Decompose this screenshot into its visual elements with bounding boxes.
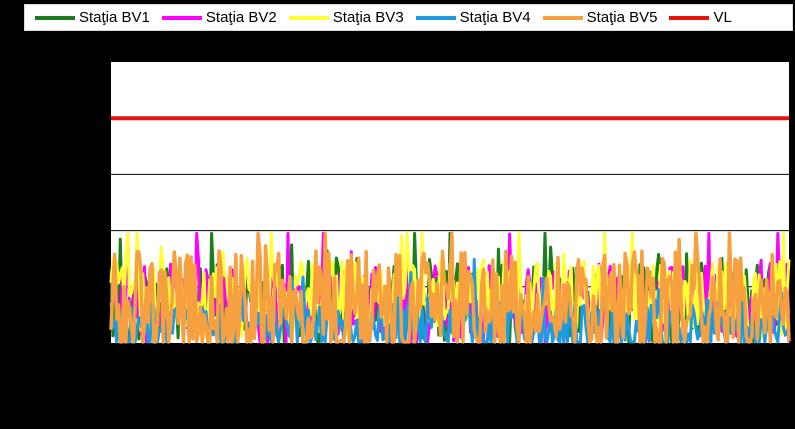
legend-item-bv3: Staţia BV3 (288, 9, 404, 26)
legend-swatch-vl (669, 15, 710, 20)
legend-label-bv4: Staţia BV4 (459, 9, 531, 26)
legend-item-bv4: Staţia BV4 (415, 9, 531, 26)
legend-label-bv1: Staţia BV1 (79, 9, 150, 26)
legend-item-bv1: Staţia BV1 (35, 9, 150, 26)
legend-swatch-bv5 (542, 15, 583, 20)
legend-label-vl: VL (713, 9, 732, 26)
legend-label-bv3: Staţia BV3 (332, 9, 404, 26)
legend-swatch-bv4 (415, 15, 456, 20)
legend-item-bv2: Staţia BV2 (161, 9, 277, 26)
series-line-bv5 (109, 231, 791, 344)
legend-swatch-bv3 (288, 15, 329, 20)
legend: Staţia BV1 Staţia BV2 Staţia BV3 Staţia … (24, 4, 793, 31)
legend-label-bv5: Staţia BV5 (586, 9, 658, 26)
legend-label-bv2: Staţia BV2 (205, 9, 277, 26)
legend-item-vl: VL (669, 9, 732, 26)
legend-swatch-bv1 (35, 15, 75, 20)
legend-item-bv5: Staţia BV5 (542, 9, 658, 26)
legend-swatch-bv2 (161, 15, 202, 20)
